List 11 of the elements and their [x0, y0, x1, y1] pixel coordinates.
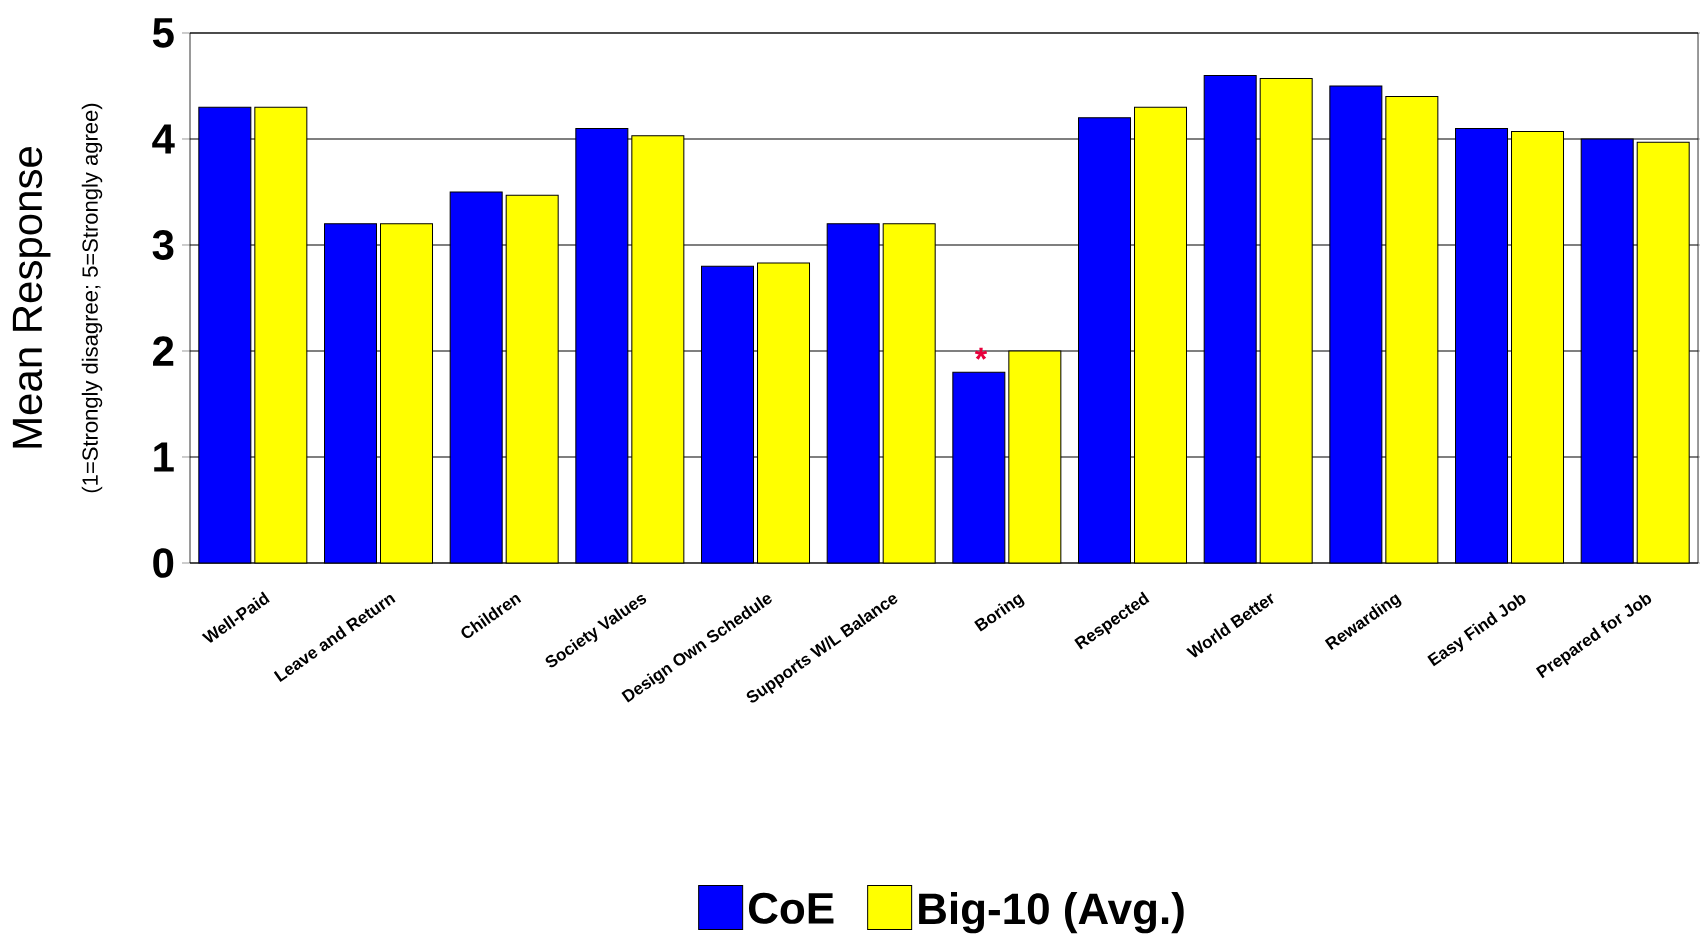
y-tick-label: 0 — [153, 548, 174, 578]
annotation: * — [974, 347, 988, 360]
y-tick-label: 5 — [152, 18, 174, 48]
legend-label: Big-10 (Avg.) — [919, 892, 1184, 934]
y-tick-label: 4 — [152, 124, 175, 154]
y-axis-title: Mean Response — [12, 147, 51, 448]
legend-label: CoE — [748, 892, 834, 924]
y-tick-label: 3 — [152, 230, 174, 260]
y-tick-label: 1 — [154, 442, 174, 472]
y-tick-label: 2 — [153, 336, 174, 366]
text: (1=Strongly disagree; 5=Strongly agree) — [81, 103, 103, 493]
